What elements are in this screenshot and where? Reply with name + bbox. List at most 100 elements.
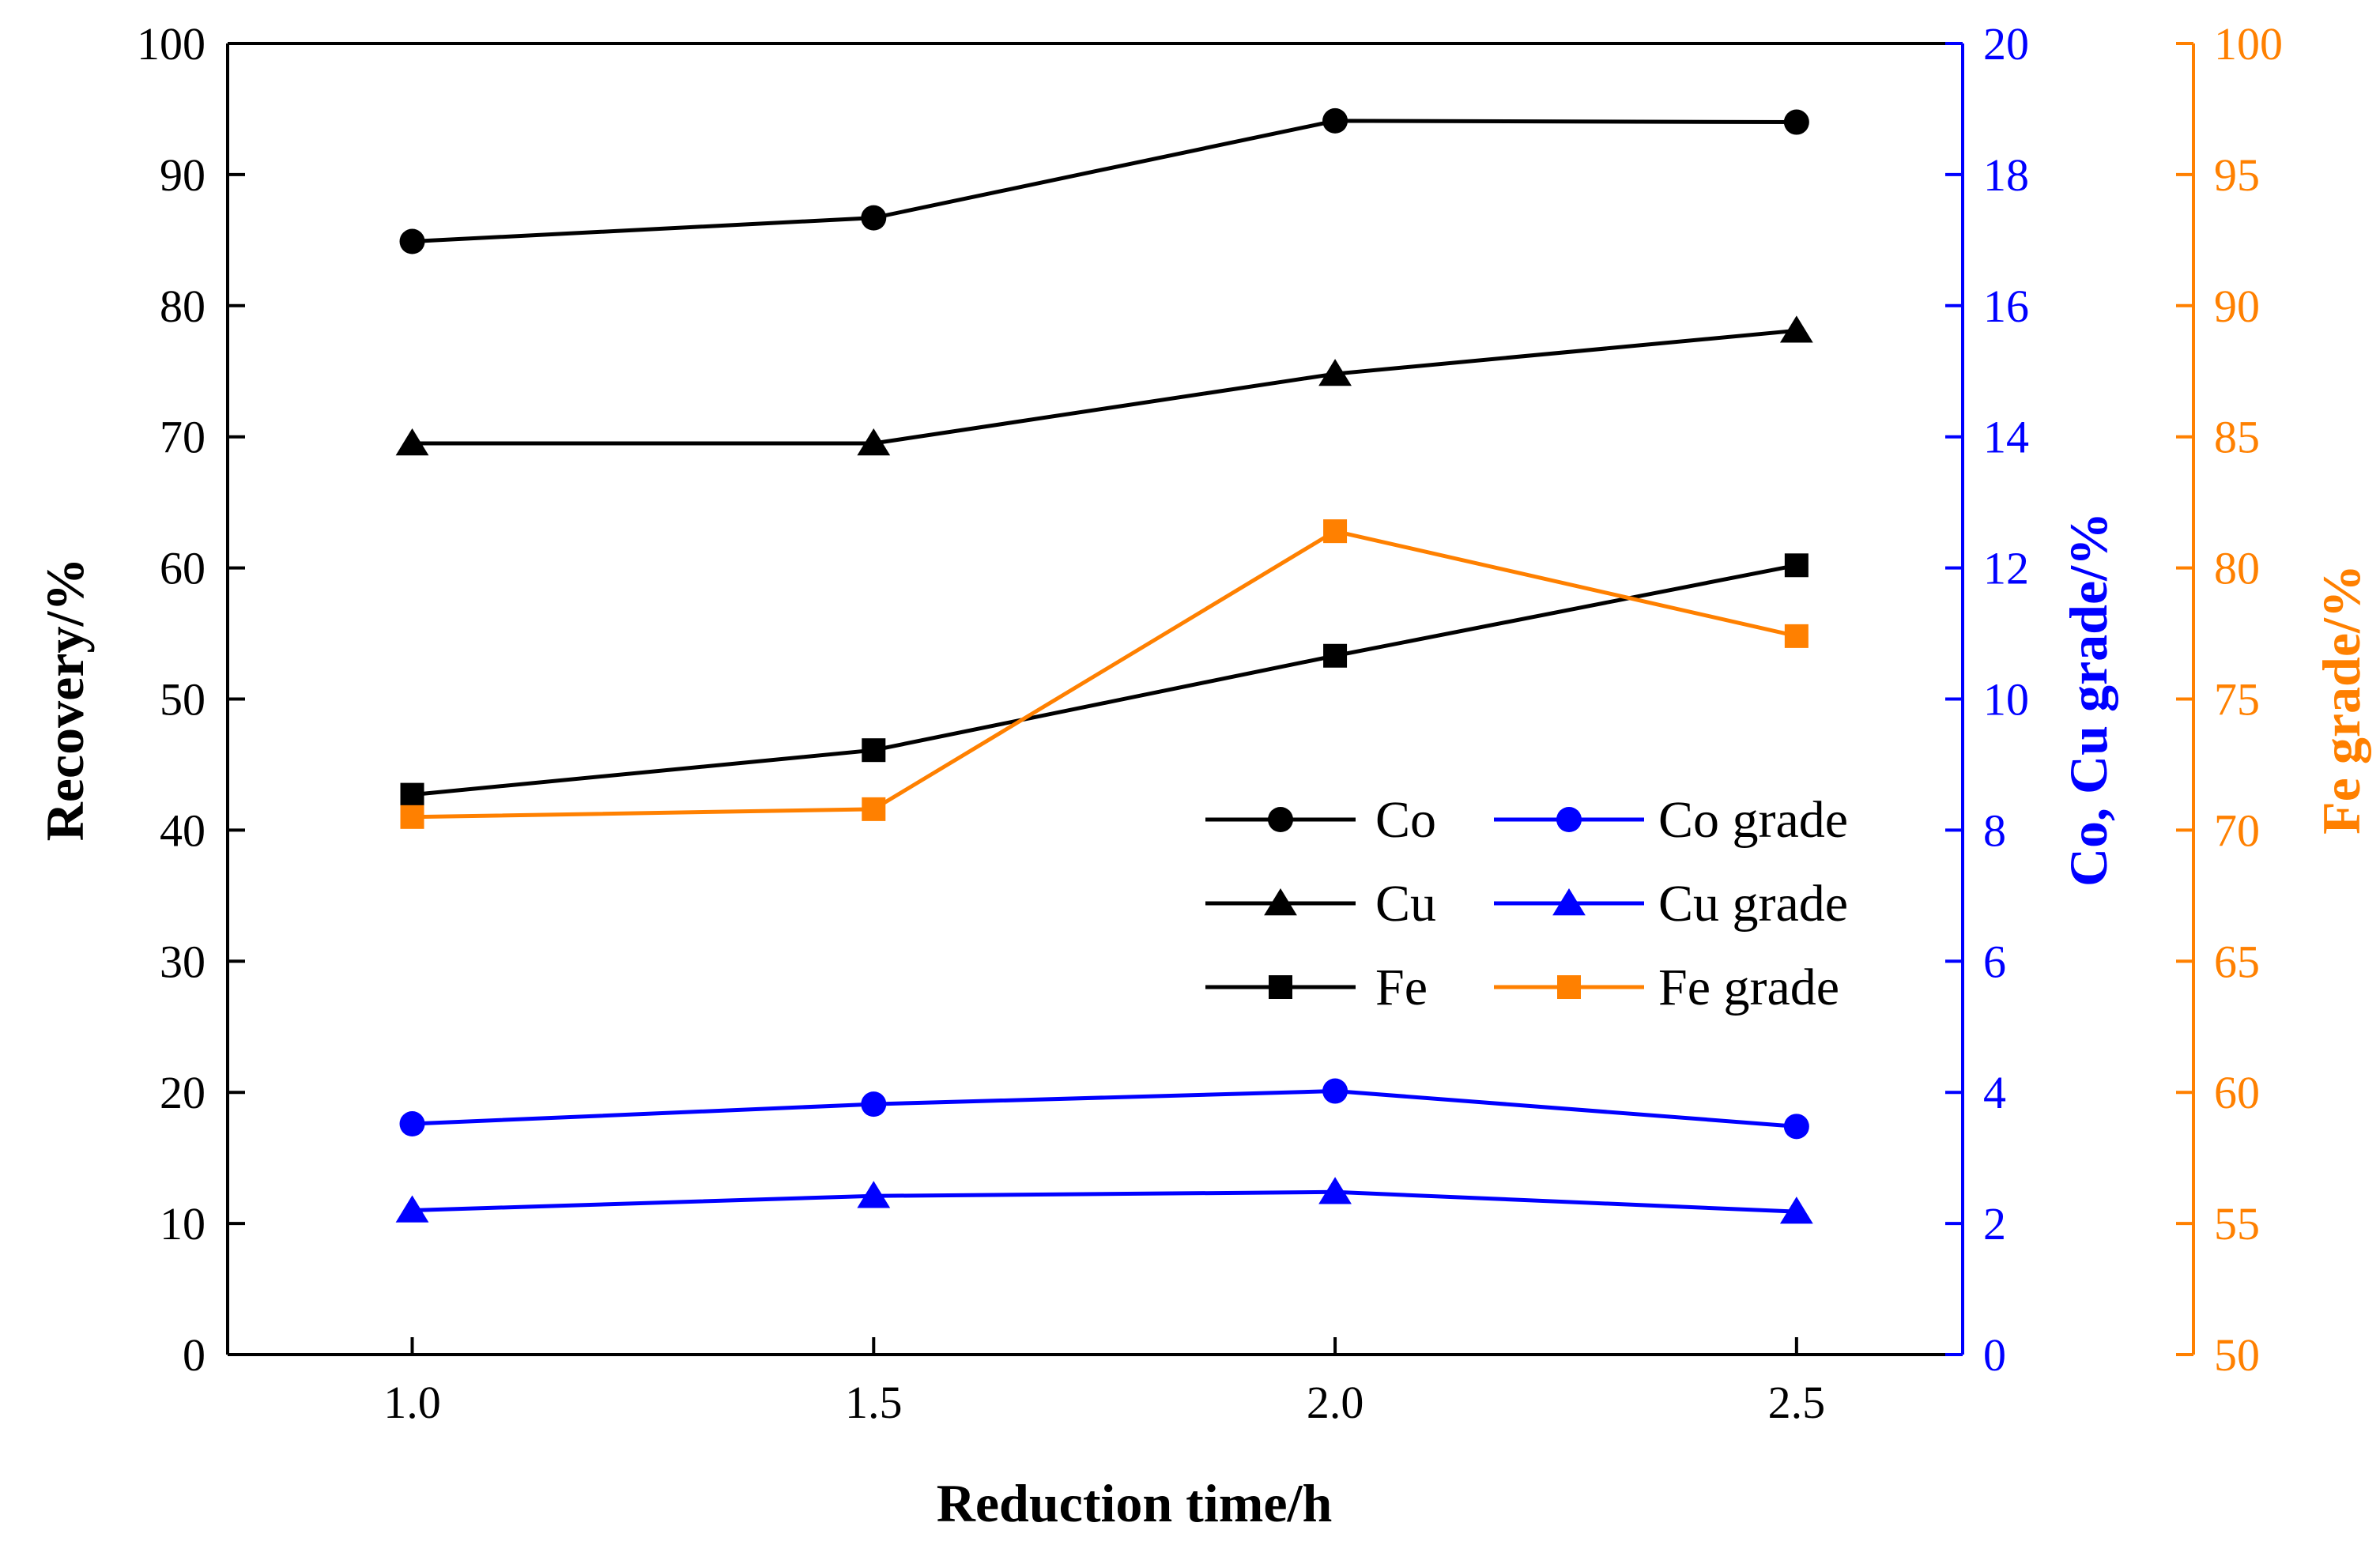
data-point-cu-grade xyxy=(857,1181,891,1208)
right_inner-tick-label: 0 xyxy=(1983,1329,2006,1381)
legend-marker-cu-grade xyxy=(1552,888,1586,916)
left-tick-label: 80 xyxy=(160,281,206,332)
left-tick-label: 20 xyxy=(160,1067,206,1118)
plot-frame xyxy=(226,42,1963,1356)
data-point-co-grade xyxy=(1322,1078,1348,1104)
right_outer-tick-label: 55 xyxy=(2214,1198,2260,1249)
series-co-grade xyxy=(399,1078,1809,1140)
data-point-co xyxy=(399,228,425,254)
legend-marker-fe xyxy=(1269,975,1292,999)
right_outer-tick-label: 90 xyxy=(2214,281,2260,332)
series-cu-grade xyxy=(395,1177,1813,1224)
data-point-fe xyxy=(400,782,424,807)
legend-entry-cu: Cu xyxy=(1205,875,1436,933)
left-tick-label: 30 xyxy=(160,936,206,987)
right_inner-tick-label: 20 xyxy=(1983,18,2029,70)
right-outer-axis: 50 55 60 65 70 75 80 85 90 95 100 xyxy=(2176,18,2283,1381)
right_inner-tick-label: 10 xyxy=(1983,674,2029,726)
data-point-co-grade xyxy=(1783,1114,1809,1140)
x-tick-label: 2.0 xyxy=(1307,1377,1364,1428)
right_inner-tick-label: 16 xyxy=(1983,281,2029,332)
series-line-co xyxy=(412,119,1797,244)
right_inner-tick-label: 2 xyxy=(1983,1198,2006,1249)
data-point-fe-grade xyxy=(400,805,424,829)
legend-marker-fe-grade xyxy=(1557,975,1581,999)
legend-marker-co xyxy=(1268,807,1293,832)
series-co xyxy=(399,107,1809,254)
series-line-co-grade xyxy=(412,1089,1797,1129)
legend-label-cu: Cu xyxy=(1375,875,1436,933)
right_outer-tick-label: 80 xyxy=(2214,543,2260,594)
legend-label-fe: Fe xyxy=(1375,959,1428,1016)
legend-entry-co: Co xyxy=(1205,791,1436,849)
data-point-fe xyxy=(1784,553,1809,578)
right-inner-axis-title: Co, Cu grade/% xyxy=(2058,512,2118,887)
legend-label-co-grade: Co grade xyxy=(1658,791,1848,849)
data-point-fe xyxy=(1323,643,1348,668)
x-tick-label: 2.5 xyxy=(1768,1377,1826,1428)
left-axis: 0 10 20 30 40 50 60 70 80 90 100 xyxy=(137,18,245,1381)
series-cu xyxy=(395,315,1813,456)
right_inner-tick-label: 18 xyxy=(1983,149,2029,201)
data-point-cu xyxy=(1779,315,1813,343)
data-point-co xyxy=(1783,109,1809,135)
left-axis-title: Recovery/% xyxy=(35,558,95,842)
right_outer-tick-label: 60 xyxy=(2214,1067,2260,1118)
left-tick-label: 90 xyxy=(160,149,206,201)
series-fe-grade xyxy=(400,519,1809,829)
right_outer-tick-label: 75 xyxy=(2214,674,2260,726)
x-axis: 1.0 1.5 2.0 2.5 xyxy=(383,1337,1825,1428)
series-line-cu-grade xyxy=(412,1189,1797,1214)
legend-label-cu-grade: Cu grade xyxy=(1658,875,1848,933)
left-tick-label: 40 xyxy=(160,805,206,856)
right_inner-tick-label: 12 xyxy=(1983,543,2029,594)
legend-label-co: Co xyxy=(1375,791,1436,849)
series-line-fe-grade xyxy=(412,529,1797,820)
data-point-fe-grade xyxy=(1784,624,1809,648)
right_inner-tick-label: 14 xyxy=(1983,412,2029,463)
data-point-co-grade xyxy=(861,1091,887,1117)
right_outer-tick-label: 95 xyxy=(2214,149,2260,201)
data-point-cu-grade xyxy=(1779,1197,1813,1224)
x-tick-label: 1.5 xyxy=(845,1377,903,1428)
data-point-cu-grade xyxy=(395,1195,429,1223)
right_outer-tick-label: 70 xyxy=(2214,805,2260,856)
legend-marker-co-grade xyxy=(1556,807,1582,832)
legend: Co Cu Fe Co grade Cu grade Fe grade xyxy=(1205,791,1848,1016)
data-point-cu xyxy=(395,428,429,456)
data-point-fe-grade xyxy=(1323,519,1348,544)
series-layer xyxy=(395,107,1813,1224)
right_inner-tick-label: 8 xyxy=(1983,805,2006,856)
left-tick-label: 10 xyxy=(160,1198,206,1249)
x-tick-label: 1.0 xyxy=(383,1377,441,1428)
right_inner-tick-label: 4 xyxy=(1983,1067,2006,1118)
data-point-cu-grade xyxy=(1318,1177,1352,1204)
series-fe xyxy=(400,553,1809,807)
legend-entry-fe: Fe xyxy=(1205,959,1428,1016)
x-axis-title: Reduction time/h xyxy=(937,1473,1333,1533)
left-tick-label: 70 xyxy=(160,412,206,463)
right_outer-tick-label: 100 xyxy=(2214,18,2283,70)
left-tick-label: 0 xyxy=(183,1329,206,1381)
right_outer-tick-label: 50 xyxy=(2214,1329,2260,1381)
right_inner-tick-label: 6 xyxy=(1983,936,2006,987)
left-tick-label: 100 xyxy=(137,18,206,70)
data-point-cu xyxy=(857,428,891,456)
legend-entry-fe-grade: Fe grade xyxy=(1494,959,1839,1016)
legend-entry-cu-grade: Cu grade xyxy=(1494,875,1848,933)
data-point-fe-grade xyxy=(862,797,886,821)
data-point-fe xyxy=(862,738,886,763)
legend-label-fe-grade: Fe grade xyxy=(1658,959,1839,1016)
data-point-co xyxy=(1322,107,1348,134)
left-tick-label: 50 xyxy=(160,674,206,726)
legend-entry-co-grade: Co grade xyxy=(1494,791,1848,849)
legend-marker-cu xyxy=(1264,888,1297,916)
series-line-cu xyxy=(412,328,1797,446)
data-point-co xyxy=(861,205,887,231)
right-inner-axis: 0 2 4 6 8 10 12 14 16 18 20 xyxy=(1945,18,2029,1381)
data-point-co-grade xyxy=(399,1111,425,1137)
data-point-cu xyxy=(1318,359,1352,386)
right_outer-tick-label: 85 xyxy=(2214,412,2260,463)
right-outer-axis-title: Fe grade/% xyxy=(2311,564,2371,835)
